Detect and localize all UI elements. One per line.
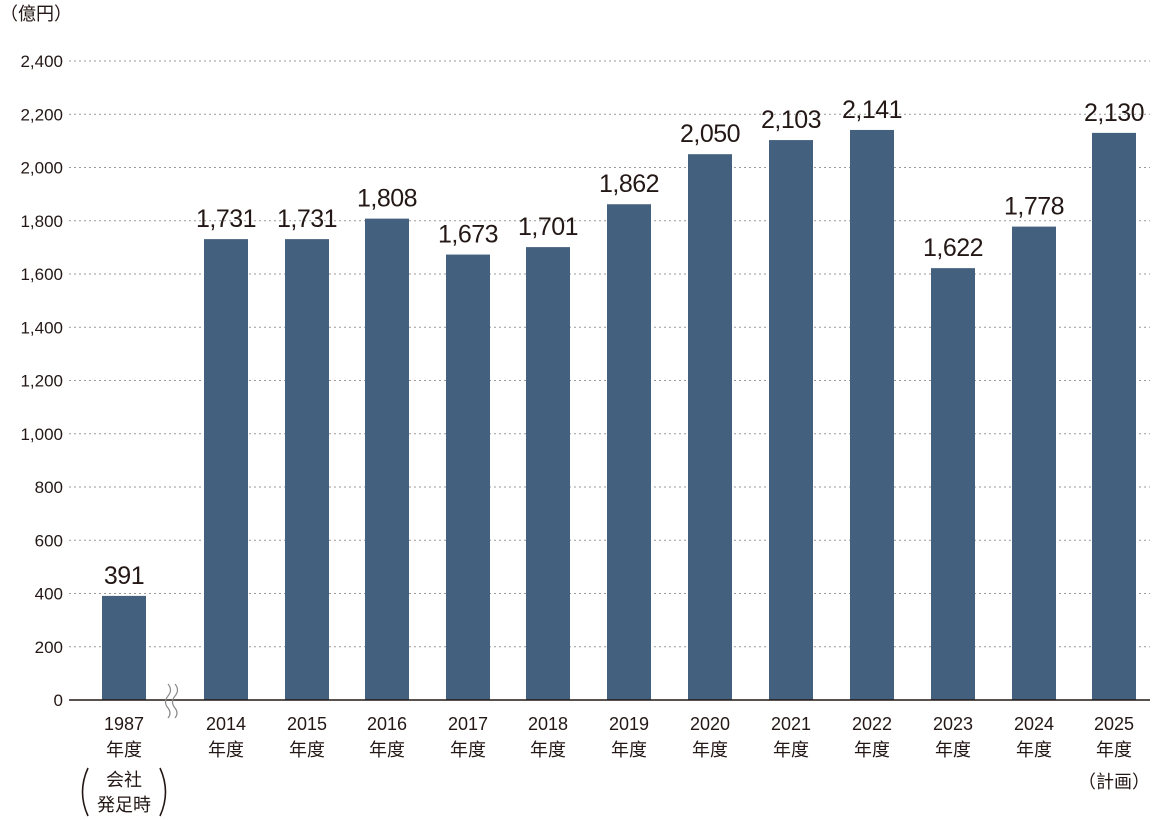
x-tick-label-year: 2020 [690, 714, 730, 734]
y-tick-label: 1,200 [20, 372, 63, 391]
x-tick-note: 発足時 [97, 795, 151, 815]
x-tick-label-unit: 年度 [854, 740, 890, 760]
y-tick-label: 2,000 [20, 159, 63, 178]
x-tick-label-year: 2024 [1014, 714, 1054, 734]
y-tick-label: 1,400 [20, 318, 63, 337]
note-paren-right [159, 767, 167, 817]
y-tick-label: 1,000 [20, 425, 63, 444]
bar [102, 595, 146, 700]
axis-break-squiggle [164, 683, 172, 719]
value-label: 1,862 [599, 170, 659, 198]
x-tick-label-year: 2017 [448, 714, 488, 734]
y-tick-label: 200 [35, 638, 63, 657]
value-label: 1,731 [277, 205, 337, 233]
note-paren-left [81, 767, 89, 817]
x-tick-label-unit: 年度 [1096, 740, 1132, 760]
y-tick-label: 0 [54, 691, 63, 710]
bar [1012, 226, 1056, 701]
bar [688, 154, 732, 700]
bar [607, 204, 651, 700]
bar [285, 239, 329, 700]
x-tick-label-unit: 年度 [530, 740, 566, 760]
axis-break-squiggle [171, 683, 179, 719]
x-tick-label-year: 2022 [852, 714, 892, 734]
y-axis-unit-label: （億円） [0, 4, 72, 24]
axis-break-mark [164, 683, 179, 719]
bar [1092, 132, 1136, 700]
x-tick-label-unit: 年度 [1016, 740, 1052, 760]
x-tick-label-year: 2015 [287, 714, 327, 734]
x-tick-label-unit: 年度 [692, 740, 728, 760]
x-tick-label-year: 2021 [771, 714, 811, 734]
value-label: 2,141 [842, 96, 902, 124]
x-tick-label-year: 2016 [367, 714, 407, 734]
bar [769, 140, 813, 701]
x-tick-note: （計画） [1078, 772, 1150, 792]
x-tick-label-unit: 年度 [289, 740, 325, 760]
value-label: 391 [104, 562, 144, 590]
value-label: 1,701 [518, 213, 578, 241]
value-label: 1,622 [923, 234, 983, 262]
bars [102, 129, 1136, 701]
value-label: 1,731 [196, 205, 256, 233]
value-label: 1,673 [438, 221, 498, 249]
y-axis-ticks: 0 200 400 600 800 1,000 1,200 1,400 1,600 1,800 2,… [20, 52, 63, 710]
x-tick-label-unit: 年度 [369, 740, 405, 760]
y-tick-label: 400 [35, 585, 63, 604]
value-label: 1,778 [1004, 193, 1064, 221]
y-tick-label: 1,800 [20, 212, 63, 231]
y-tick-label: 2,400 [20, 52, 63, 71]
y-tick-label: 1,600 [20, 265, 63, 284]
x-tick-label-year: 2025 [1094, 714, 1134, 734]
bar [365, 218, 409, 700]
x-tick-label-unit: 年度 [208, 740, 244, 760]
x-tick-label-unit: 年度 [450, 740, 486, 760]
x-tick-label-unit: 年度 [106, 740, 142, 760]
x-tick-label-year: 2019 [609, 714, 649, 734]
value-label: 2,103 [761, 106, 821, 134]
x-tick-label-year: 2023 [933, 714, 973, 734]
value-label: 1,808 [357, 185, 417, 213]
x-tick-label-year: 1987 [104, 714, 144, 734]
bar [446, 254, 490, 700]
x-tick-label-unit: 年度 [935, 740, 971, 760]
x-tick-note: 会社 [106, 770, 142, 790]
bar [204, 239, 248, 700]
x-tick-label-year: 2014 [206, 714, 246, 734]
y-tick-label: 2,200 [20, 105, 63, 124]
y-tick-label: 600 [35, 531, 63, 550]
bar [931, 268, 975, 700]
x-tick-label-unit: 年度 [611, 740, 647, 760]
bar [850, 129, 894, 701]
value-labels: 391 1,731 1,731 1,808 1,673 1,701 1,862 2,050 2,… [104, 96, 1145, 590]
x-tick-label-unit: 年度 [773, 740, 809, 760]
x-tick-label-year: 2018 [528, 714, 568, 734]
value-label: 2,050 [680, 120, 740, 148]
value-label: 2,130 [1084, 99, 1144, 127]
y-tick-label: 800 [35, 478, 63, 497]
bar [526, 247, 570, 700]
